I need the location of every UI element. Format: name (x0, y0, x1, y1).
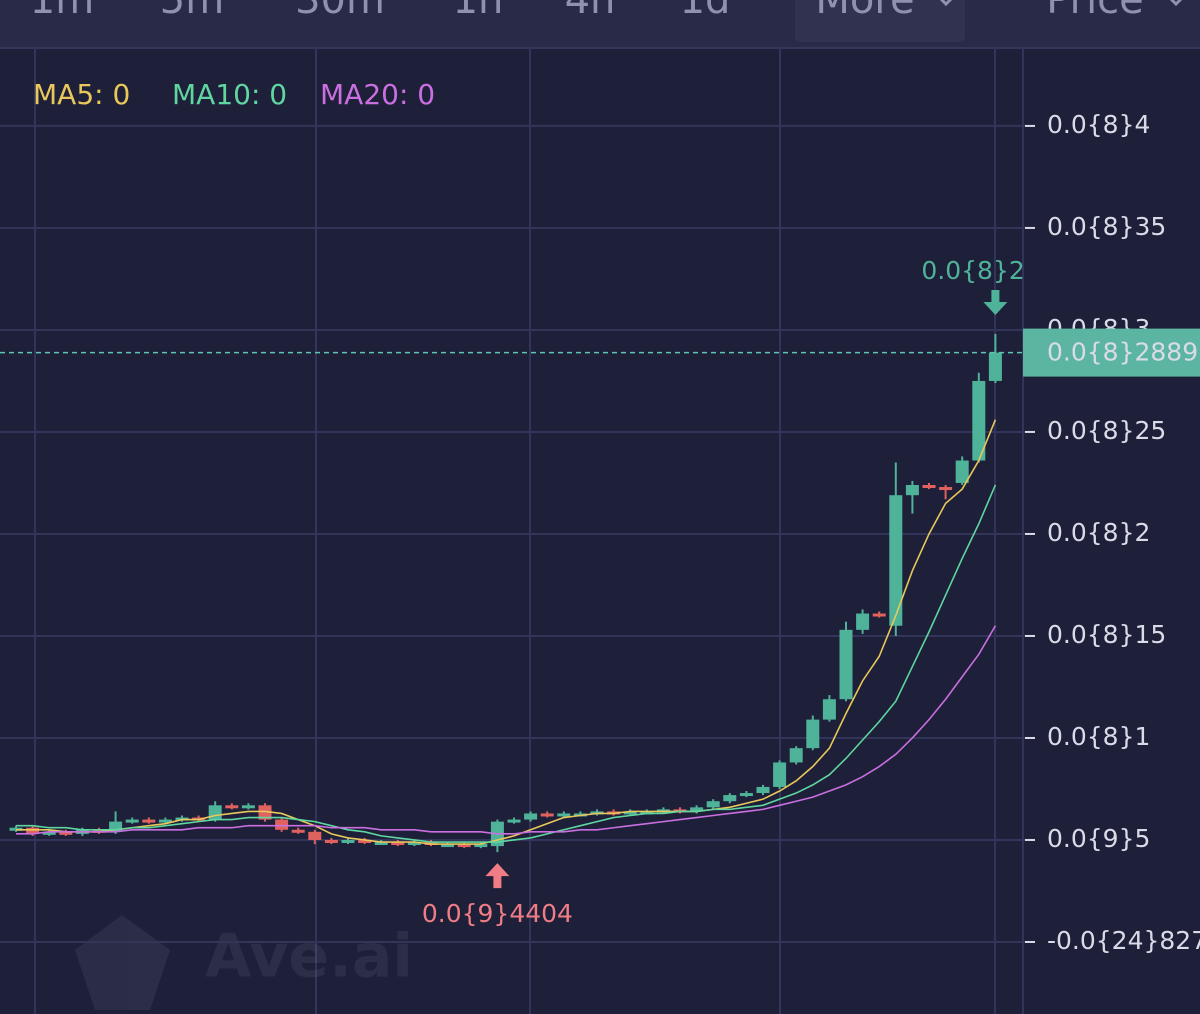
candle-body (540, 813, 554, 817)
y-tick-label: 0.0{8}2 (1047, 518, 1150, 547)
price-caret (1169, 0, 1183, 7)
candle-body (972, 380, 986, 461)
candle-body (109, 821, 123, 832)
candle-body (225, 805, 239, 809)
candle-body (988, 352, 1002, 381)
legend-entry: MA10: 0 (172, 78, 287, 111)
candle-body (524, 813, 538, 820)
candle-body (457, 844, 471, 848)
y-tick-label: -0.0{24}827 (1047, 926, 1200, 955)
candle-body (291, 829, 305, 833)
high-label: 0.0{8}29 (921, 256, 1040, 285)
candle-body (773, 762, 787, 787)
candle-body (822, 699, 836, 720)
candle-body (739, 793, 753, 797)
candle-body (872, 613, 886, 617)
legend-entry: MA5: 0 (33, 78, 130, 111)
candle-body (142, 819, 156, 823)
high-arrow (983, 290, 1008, 316)
candle-body (341, 839, 355, 843)
last-price-tag (1023, 328, 1200, 377)
candle-body (324, 839, 338, 843)
candle-body (275, 819, 289, 830)
low-label: 0.0{9}4404 (422, 899, 573, 928)
ma-line (16, 625, 997, 835)
candle-body (856, 613, 870, 630)
y-tick-label: 0.0{8}1 (1047, 722, 1150, 751)
candle-body (158, 819, 172, 823)
y-tick-label: 0.0{9}5 (1047, 824, 1150, 853)
candle-body (258, 805, 272, 820)
candle-body (889, 495, 903, 626)
candle-body (407, 842, 421, 846)
candle-body (59, 831, 73, 835)
low-arrow (485, 863, 510, 889)
y-tick-label: 0.0{8}15 (1047, 620, 1166, 649)
candle-body (241, 805, 255, 809)
tab[interactable]: 1m (30, 0, 94, 23)
tab[interactable]: 1h (453, 0, 504, 23)
last-price-label: 0.0{8}2889 (1047, 338, 1198, 367)
candle-body (557, 813, 571, 817)
candle-body (474, 844, 488, 848)
tab[interactable]: Price (1046, 0, 1144, 23)
candle-body (308, 831, 322, 840)
vertical-grid (34, 48, 1024, 1014)
ma-line (16, 419, 997, 845)
candle-body (905, 484, 919, 496)
tab[interactable]: 5m (160, 0, 224, 23)
candle-body (806, 719, 820, 749)
watermark-text: Ave.ai (205, 922, 413, 992)
candle-body (623, 811, 637, 815)
candle-body (507, 819, 521, 823)
candle-body (939, 487, 953, 491)
tab[interactable]: 1d (680, 0, 731, 23)
candle-body (756, 786, 770, 794)
tab[interactable]: More (815, 0, 914, 23)
candle-body (125, 819, 139, 823)
more-caret (939, 0, 953, 7)
candle-body (723, 795, 737, 802)
candle-body (374, 842, 388, 846)
candle-body (922, 484, 936, 488)
candle-body (441, 844, 455, 848)
candle-body (26, 827, 40, 834)
candle-body (391, 842, 405, 846)
y-tick-label: 0.0{8}35 (1047, 212, 1166, 241)
tab[interactable]: 30m (295, 0, 385, 23)
more-button[interactable] (795, 0, 965, 42)
candle-body (839, 629, 853, 700)
tab-bar (0, 0, 1200, 48)
candle-body (42, 831, 56, 835)
legend-entry: MA20: 0 (320, 78, 435, 111)
candle-body (789, 748, 803, 763)
tab[interactable]: 4h (565, 0, 616, 23)
y-tick-label: 0.0{8}4 (1047, 110, 1150, 139)
watermark: Ave.ai (75, 915, 413, 1010)
candle-body (955, 460, 969, 483)
ma-line (16, 484, 997, 843)
y-tick-label: 0.0{8}25 (1047, 416, 1166, 445)
candle-body (706, 801, 720, 808)
candle-body (690, 807, 704, 812)
candle-body (358, 839, 372, 843)
